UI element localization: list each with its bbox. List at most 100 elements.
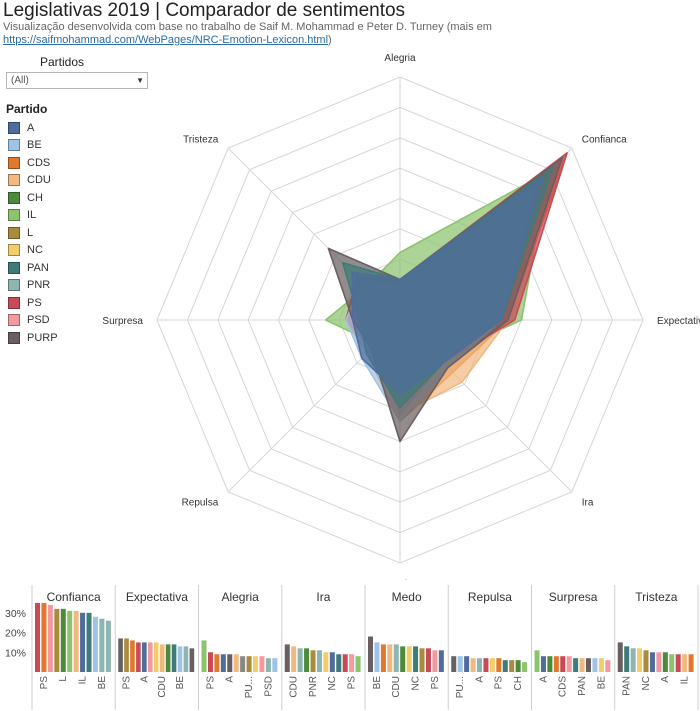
bar[interactable]: [675, 654, 681, 672]
bar[interactable]: [304, 648, 310, 672]
bar[interactable]: [99, 618, 105, 672]
bar[interactable]: [457, 656, 463, 672]
bar[interactable]: [406, 646, 412, 672]
bar[interactable]: [246, 656, 252, 672]
bar[interactable]: [159, 644, 165, 672]
bar[interactable]: [624, 646, 630, 672]
legend-item-ch[interactable]: CH: [8, 189, 58, 207]
bar[interactable]: [547, 656, 553, 672]
bar[interactable]: [489, 658, 495, 672]
bar[interactable]: [207, 652, 213, 672]
bar[interactable]: [560, 656, 566, 672]
bar[interactable]: [598, 658, 604, 672]
bar[interactable]: [171, 644, 177, 672]
bar[interactable]: [183, 646, 189, 672]
bar[interactable]: [387, 644, 393, 672]
bar[interactable]: [502, 660, 508, 672]
bar[interactable]: [80, 612, 86, 672]
bar[interactable]: [496, 658, 502, 672]
legend-item-il[interactable]: IL: [8, 207, 58, 225]
bar[interactable]: [130, 640, 135, 672]
source-link[interactable]: https://saifmohammad.com/WebPages/NRC-Em…: [3, 34, 329, 46]
legend-item-l[interactable]: L: [8, 224, 58, 242]
legend-item-be[interactable]: BE: [8, 137, 58, 155]
bar[interactable]: [67, 610, 73, 672]
bar[interactable]: [477, 658, 483, 672]
bar[interactable]: [142, 642, 147, 672]
legend-item-cdu[interactable]: CDU: [8, 172, 58, 190]
bar[interactable]: [201, 640, 207, 672]
radar-area-a[interactable]: [351, 176, 544, 396]
bar[interactable]: [425, 648, 431, 672]
bar[interactable]: [323, 652, 329, 672]
party-filter-dropdown[interactable]: (All) ▼: [6, 72, 148, 89]
bar[interactable]: [669, 654, 675, 672]
bar[interactable]: [579, 658, 585, 672]
bar[interactable]: [605, 660, 611, 672]
bar[interactable]: [92, 616, 98, 672]
bar[interactable]: [253, 656, 259, 672]
bar[interactable]: [413, 646, 419, 672]
legend-item-ps[interactable]: PS: [8, 294, 58, 312]
legend-item-nc[interactable]: NC: [8, 242, 58, 260]
bar[interactable]: [470, 658, 476, 672]
bar[interactable]: [374, 642, 380, 672]
bar[interactable]: [649, 652, 655, 672]
bar[interactable]: [177, 646, 183, 672]
bar[interactable]: [438, 650, 444, 672]
bar[interactable]: [297, 648, 303, 672]
bar[interactable]: [291, 646, 297, 672]
bar[interactable]: [637, 648, 643, 672]
bar[interactable]: [573, 658, 579, 672]
bar[interactable]: [522, 662, 528, 672]
bar[interactable]: [342, 654, 348, 672]
bar[interactable]: [136, 642, 141, 672]
bar[interactable]: [400, 646, 406, 672]
bar[interactable]: [682, 654, 688, 672]
bar[interactable]: [419, 648, 425, 672]
bar[interactable]: [630, 648, 636, 672]
bar[interactable]: [349, 654, 355, 672]
bar[interactable]: [86, 612, 92, 672]
legend-item-purp[interactable]: PURP: [8, 329, 58, 347]
bar[interactable]: [153, 642, 159, 672]
bar[interactable]: [73, 610, 79, 672]
bar[interactable]: [60, 608, 66, 672]
bar[interactable]: [124, 638, 129, 672]
bar[interactable]: [566, 656, 572, 672]
bar[interactable]: [656, 652, 662, 672]
bar[interactable]: [118, 638, 123, 672]
bar[interactable]: [35, 602, 41, 672]
bar[interactable]: [147, 642, 153, 672]
bar[interactable]: [240, 656, 246, 672]
legend-item-pan[interactable]: PAN: [8, 259, 58, 277]
bar[interactable]: [336, 654, 342, 672]
legend-item-a[interactable]: A: [8, 119, 58, 137]
bar[interactable]: [515, 660, 521, 672]
bar[interactable]: [464, 656, 470, 672]
bar[interactable]: [310, 650, 316, 672]
legend-item-cds[interactable]: CDS: [8, 154, 58, 172]
bar[interactable]: [233, 654, 239, 672]
bar[interactable]: [54, 608, 60, 672]
bar[interactable]: [368, 636, 374, 672]
bar[interactable]: [592, 658, 598, 672]
bar[interactable]: [393, 644, 399, 672]
bar[interactable]: [316, 650, 322, 672]
legend-item-psd[interactable]: PSD: [8, 312, 58, 330]
bar[interactable]: [540, 656, 546, 672]
bar[interactable]: [272, 658, 278, 672]
legend-item-pnr[interactable]: PNR: [8, 277, 58, 295]
bar[interactable]: [688, 654, 694, 672]
bar[interactable]: [165, 644, 171, 672]
bar[interactable]: [586, 658, 592, 672]
bar[interactable]: [380, 644, 386, 672]
bar[interactable]: [509, 660, 515, 672]
bar[interactable]: [451, 656, 457, 672]
bar[interactable]: [214, 654, 220, 672]
bar[interactable]: [662, 652, 668, 672]
bar[interactable]: [355, 656, 361, 672]
bar[interactable]: [259, 656, 265, 672]
bar[interactable]: [41, 602, 47, 672]
bar[interactable]: [432, 650, 438, 672]
